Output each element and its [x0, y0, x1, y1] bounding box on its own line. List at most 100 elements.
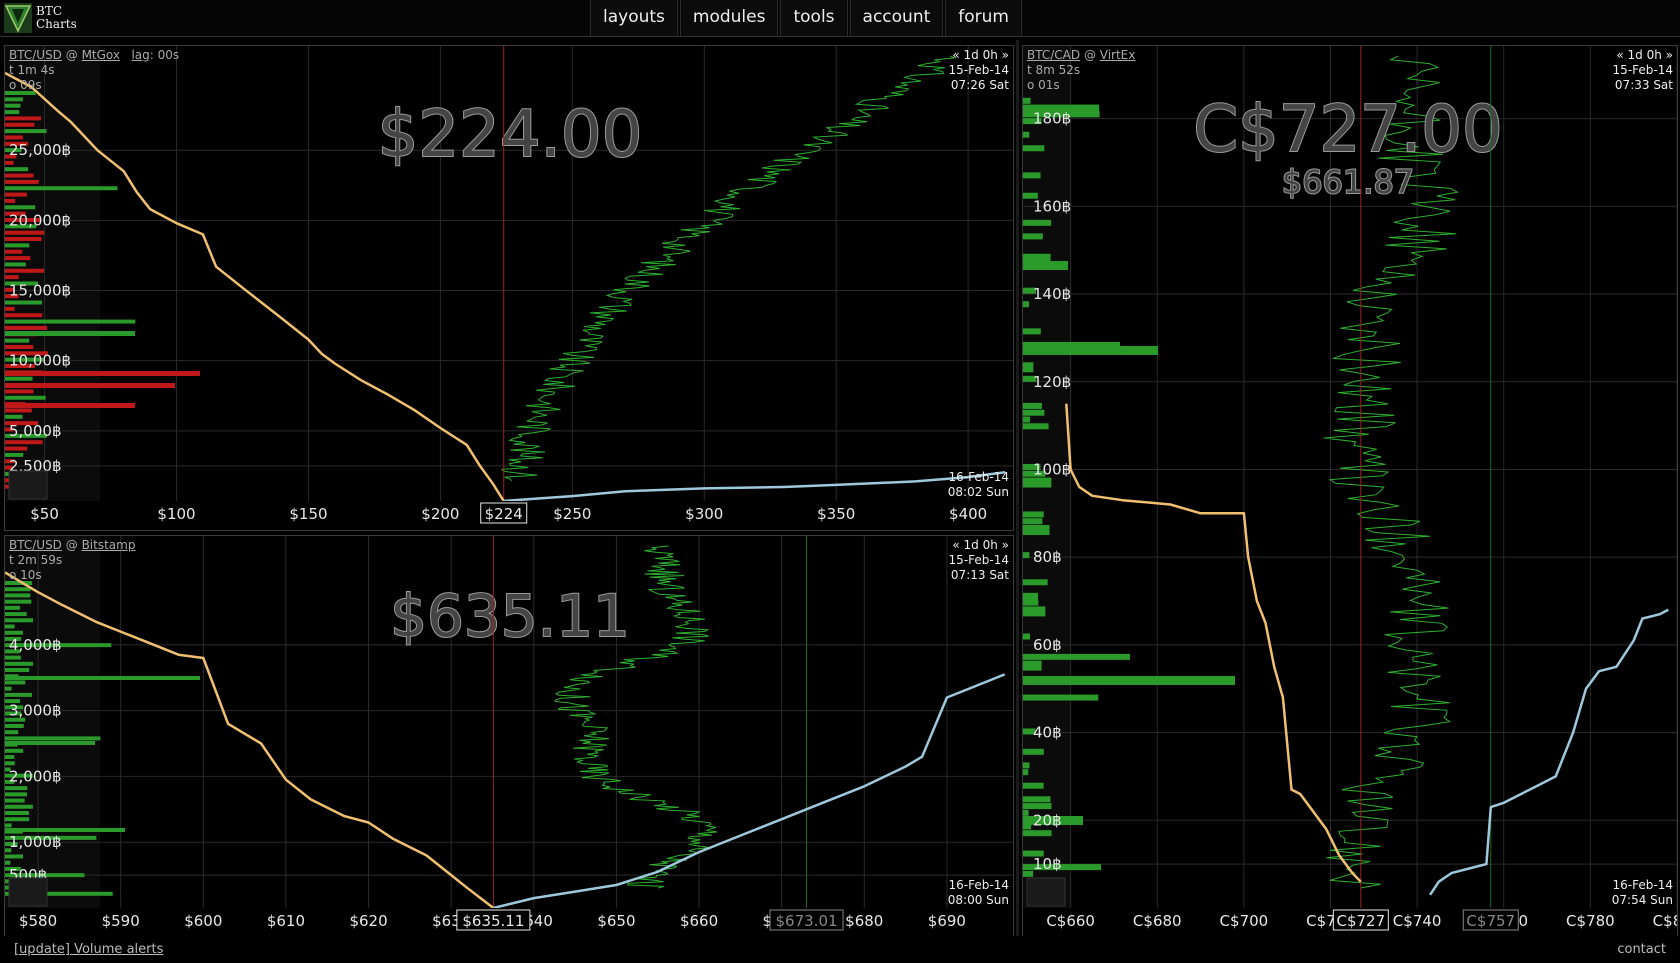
volume-bar [5, 465, 13, 470]
volume-bar [5, 810, 29, 815]
volume-bar [1023, 830, 1052, 837]
y-tick-label: 100฿ [1033, 460, 1071, 478]
volume-bar [5, 773, 33, 778]
x-tick-label: $680 [845, 912, 883, 930]
chart-panel-bitstamp[interactable]: $635.11 $580 $590 $600 $610 $620 $630 $640 $650 $… [4, 535, 1014, 937]
depth-chart-mtgox[interactable]: $224.00 $50 $100 $150 $200 $250 $300 $350 $400 2,… [5, 46, 1013, 530]
volume-bar [5, 823, 12, 828]
lag-value: : 00s [149, 48, 180, 62]
range-nav[interactable]: « 1d 0h » [1616, 48, 1673, 62]
y-tick-label: 2,500฿ [9, 457, 62, 475]
range-nav[interactable]: « 1d 0h » [952, 538, 1009, 552]
volume-bar [5, 268, 45, 273]
contact-link[interactable]: contact [1617, 942, 1666, 957]
volume-bar [1023, 416, 1031, 423]
chart-panel-mtgox[interactable]: $224.00 $50 $100 $150 $200 $250 $300 $350 $400 2,… [4, 45, 1014, 531]
volume-bar [5, 842, 18, 847]
pair-link[interactable]: BTC/USD [9, 48, 62, 62]
exchange-link[interactable]: Bitstamp [81, 538, 136, 552]
exchange-link[interactable]: MtGox [81, 48, 121, 62]
exchange-link[interactable]: VirtEx [1099, 48, 1136, 62]
volume-bar [1023, 511, 1044, 518]
panel-header: BTC/USD @ Bitstamp t 2m 59s o 10s [9, 538, 135, 583]
zoom-widget [8, 877, 48, 907]
depth-chart-bitstamp[interactable]: $635.11$580 $590 $600 $610 $620 $630 $640 $650 $… [5, 536, 1013, 936]
last-price: C$727.00 [1193, 93, 1502, 167]
volume-bar [5, 110, 20, 115]
nav-forum[interactable]: forum [945, 0, 1022, 36]
y-tick-label: 15,000฿ [9, 282, 71, 300]
volume-bar [5, 680, 26, 685]
volume-bar [1023, 660, 1042, 671]
volume-bar [5, 452, 24, 457]
x-tick-label: $590 [102, 912, 140, 930]
y-tick-label: 20฿ [1033, 811, 1062, 829]
volume-bar [5, 792, 27, 797]
pair-link[interactable]: BTC/CAD [1027, 48, 1081, 62]
volume-bar [5, 306, 15, 311]
panel-divider[interactable] [1016, 40, 1019, 940]
footer: [update] Volume alerts contact [0, 936, 1680, 963]
volume-bar [5, 135, 23, 140]
logo-line2: Charts [36, 17, 77, 31]
volume-bar [1023, 111, 1100, 118]
range-nav[interactable]: « 1d 0h » [952, 48, 1009, 62]
volume-bar [1023, 328, 1041, 335]
volume-bar [5, 459, 15, 464]
volume-bar [5, 860, 11, 865]
volume-bar [1023, 118, 1042, 125]
volume-bar [5, 211, 26, 216]
volume-bar [5, 205, 36, 210]
volume-bar [5, 879, 11, 884]
cursor-price-label: C$727 [1336, 912, 1385, 930]
time-end: 16-Feb-14 08:00 Sun [948, 878, 1009, 908]
volume-bar [1023, 470, 1046, 477]
cursor-price-label: C$757 [1466, 912, 1515, 930]
lag-link[interactable]: lag [131, 48, 150, 62]
nav-layouts[interactable]: layouts [590, 0, 678, 36]
x-tick-label: $50 [30, 505, 59, 523]
pair-link[interactable]: BTC/USD [9, 538, 62, 552]
volume-bar [5, 338, 30, 343]
left-band [1023, 46, 1071, 908]
volume-bar [5, 141, 29, 146]
volume-bar [1023, 850, 1044, 857]
volume-bar [5, 376, 33, 381]
nav-account[interactable]: account [849, 0, 944, 36]
zoom-widget [8, 470, 48, 500]
nav-tools[interactable]: tools [780, 0, 848, 36]
x-tick-label: $100 [157, 505, 195, 523]
volume-bar [5, 281, 39, 286]
depth-chart-virtex[interactable]: C$727.00$661.87C$660 C$680 C$700 C$720 C$740… [1023, 46, 1677, 936]
chart-panel-virtex[interactable]: C$727.00 $661.87 C$660 C$680 C$700 C$720 C$740… [1022, 45, 1678, 937]
volume-bar [5, 848, 12, 853]
volume-bar [1023, 192, 1038, 199]
trade-age: t 2m 59s [9, 553, 63, 567]
volume-bar [5, 705, 24, 710]
volume-bar [1023, 375, 1037, 382]
volume-bar [5, 217, 41, 222]
volume-bar [1023, 253, 1051, 264]
volume-alerts-link[interactable]: [update] Volume alerts [14, 942, 164, 957]
volume-bar [5, 230, 45, 235]
volume-bar [1023, 864, 1102, 871]
volume-bar [1023, 261, 1068, 270]
date-start: 15-Feb-14 [1612, 63, 1673, 77]
time-start: 07:13 Sat [950, 568, 1009, 582]
volume-bar [1023, 518, 1043, 525]
nav-modules[interactable]: modules [679, 0, 779, 36]
time-end-label: 08:02 Sun [947, 485, 1009, 499]
last-price: $635.11 [390, 582, 630, 650]
volume-bar [1023, 592, 1039, 603]
volume-bar [5, 786, 28, 791]
volume-bar [5, 243, 30, 248]
volume-bar [1023, 599, 1039, 606]
volume-bar [5, 761, 15, 766]
volume-bar [5, 692, 32, 697]
logo[interactable]: BTC Charts [4, 3, 94, 33]
volume-bar [1023, 423, 1049, 430]
volume-bar [5, 237, 42, 242]
volume-bar [1023, 633, 1031, 640]
x-tick-label: $650 [597, 912, 635, 930]
x-tick-label: C$680 [1133, 912, 1182, 930]
